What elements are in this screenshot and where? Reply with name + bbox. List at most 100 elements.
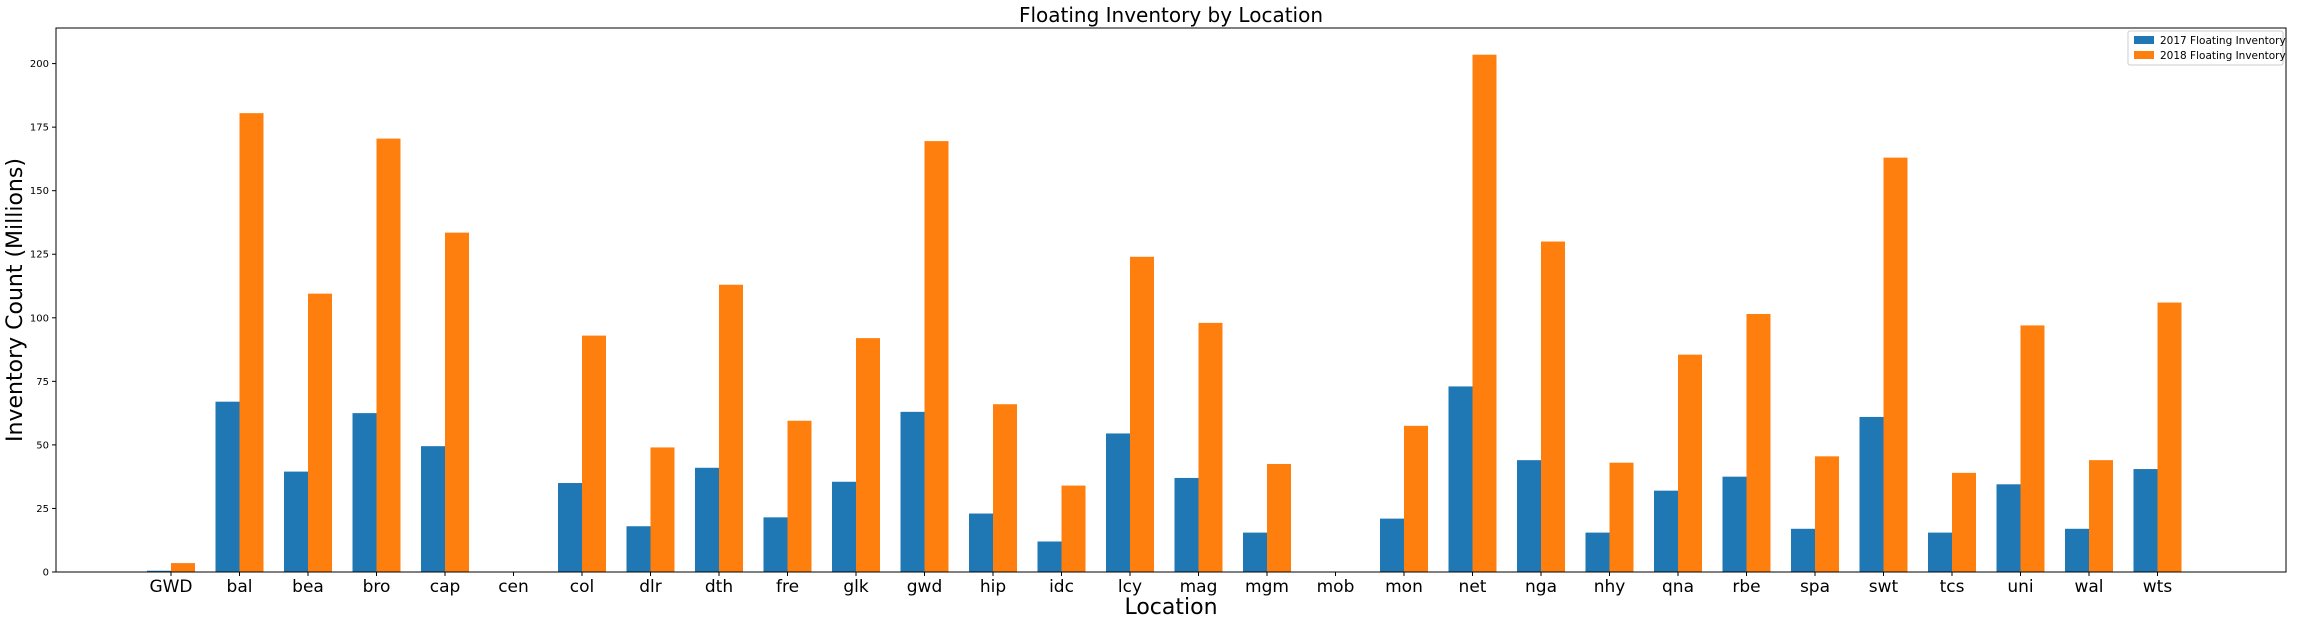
bar-2018-swt [1883, 157, 1908, 572]
x-tick-label: nga [1525, 577, 1557, 597]
x-ticks: GWD bal bea bro cap cen col dlr dth fre glk gwd hip i… [149, 572, 2172, 597]
bar-2017-bro [352, 413, 377, 572]
bar-2017-gwd [900, 411, 925, 572]
x-tick-label: qna [1662, 577, 1694, 597]
bar-2018-glk [856, 338, 880, 572]
y-tick-label: 125 [30, 250, 49, 261]
x-tick-label: wts [2143, 577, 2173, 597]
bar-2018-dlr [650, 447, 675, 572]
bar-2018-nhy [1609, 462, 1634, 572]
x-tick-label: mag [1180, 577, 1218, 597]
bar-2017-mgm [1243, 532, 1267, 572]
plot-frame [55, 27, 2287, 573]
x-tick-label: mon [1385, 577, 1423, 597]
bar-2017-GWD [147, 570, 171, 572]
x-tick-label: gwd [907, 577, 943, 597]
bar-2018-bro [376, 138, 401, 572]
x-tick-label: dth [705, 577, 733, 597]
x-tick-label: uni [2007, 577, 2033, 597]
legend-swatch-2017 [2134, 36, 2154, 44]
y-tick-label: 50 [36, 440, 49, 451]
bar-2017-nhy [1585, 532, 1610, 572]
x-tick-label: nhy [1594, 577, 1626, 597]
x-tick-label: GWD [149, 577, 192, 597]
x-tick-label: col [570, 577, 594, 597]
bar-2018-spa [1815, 456, 1839, 572]
x-tick-label: wal [2074, 577, 2103, 597]
bar-2017-col [558, 483, 582, 572]
x-tick-label: lcy [1118, 577, 1142, 597]
bar-2017-bea [284, 471, 308, 572]
y-tick-label: 25 [36, 504, 49, 515]
bar-2018-rbe [1746, 313, 1771, 572]
bar-2018-fre [787, 420, 812, 572]
chart-title: Floating Inventory by Location [1019, 3, 1323, 27]
bar-2018-dth [719, 284, 743, 572]
x-tick-label: spa [1800, 577, 1830, 597]
bar-2018-bal [239, 113, 264, 572]
bar-2017-tcs [1928, 532, 1952, 572]
bar-2017-mag [1174, 477, 1199, 572]
bar-2018-wal [2089, 460, 2113, 572]
bar-2018-GWD [171, 563, 195, 572]
bar-2017-idc [1037, 541, 1062, 572]
bar-2018-mgm [1267, 463, 1291, 572]
bar-2017-nga [1517, 460, 1541, 572]
bar-2018-wts [2157, 302, 2182, 572]
bar-2018-lcy [1130, 256, 1154, 572]
y-tick-label: 200 [30, 59, 49, 70]
bar-2017-dth [695, 467, 719, 572]
x-tick-label: dlr [639, 577, 662, 597]
bar-2017-swt [1859, 416, 1884, 572]
bar-2018-qna [1678, 354, 1702, 572]
bar-2018-nga [1541, 241, 1565, 572]
bar-2017-mon [1380, 518, 1404, 572]
bar-2017-uni [1996, 484, 2021, 572]
x-tick-label: net [1459, 577, 1487, 597]
y-ticks: 0 25 50 75 100 125 150 175 200 [30, 59, 56, 579]
bar-2017-wal [2065, 528, 2089, 572]
bar-2018-uni [2020, 325, 2045, 572]
legend-frame [2127, 30, 2284, 66]
bar-2017-hip [969, 513, 993, 572]
bar-2017-dlr [626, 526, 651, 572]
bar-2018-net [1472, 54, 1497, 572]
legend: 2017 Floating Inventory 2018 Floating In… [2127, 30, 2286, 66]
bar-2018-bea [308, 293, 332, 572]
bar-2017-spa [1791, 528, 1815, 572]
x-tick-label: mob [1317, 577, 1355, 597]
y-tick-label: 100 [30, 313, 49, 324]
x-tick-label: swt [1869, 577, 1899, 597]
y-tick-label: 175 [30, 123, 49, 134]
bar-2018-mag [1198, 322, 1223, 572]
bar-2017-net [1448, 386, 1473, 572]
y-axis-title: Inventory Count (Millions) [3, 158, 28, 442]
x-tick-label: fre [776, 577, 799, 597]
x-tick-label: bal [227, 577, 253, 597]
bar-2017-qna [1654, 490, 1678, 572]
bar-2018-col [582, 335, 606, 572]
bar-2018-tcs [1952, 472, 1976, 572]
x-tick-label: hip [980, 577, 1006, 597]
bar-2018-hip [993, 404, 1017, 572]
legend-label-2017: 2017 Floating Inventory [2160, 35, 2286, 47]
bar-2017-rbe [1722, 476, 1747, 572]
bar-2018-cap [445, 232, 469, 572]
legend-label-2018: 2018 Floating Inventory [2160, 50, 2286, 62]
y-tick-label: 0 [43, 568, 49, 579]
axes-layer [55, 27, 2287, 573]
bar-2017-glk [832, 481, 856, 572]
x-axis-title: Location [1124, 595, 1217, 620]
x-tick-label: idc [1049, 577, 1074, 597]
x-tick-label: mgm [1245, 577, 1289, 597]
x-tick-label: bro [363, 577, 391, 597]
y-tick-label: 75 [36, 377, 49, 388]
bar-2017-bal [215, 401, 240, 572]
bar-2018-mon [1404, 425, 1428, 572]
bars-layer [147, 54, 2182, 572]
x-tick-label: bea [292, 577, 324, 597]
x-tick-label: cen [498, 577, 529, 597]
bar-2017-wts [2133, 469, 2158, 572]
